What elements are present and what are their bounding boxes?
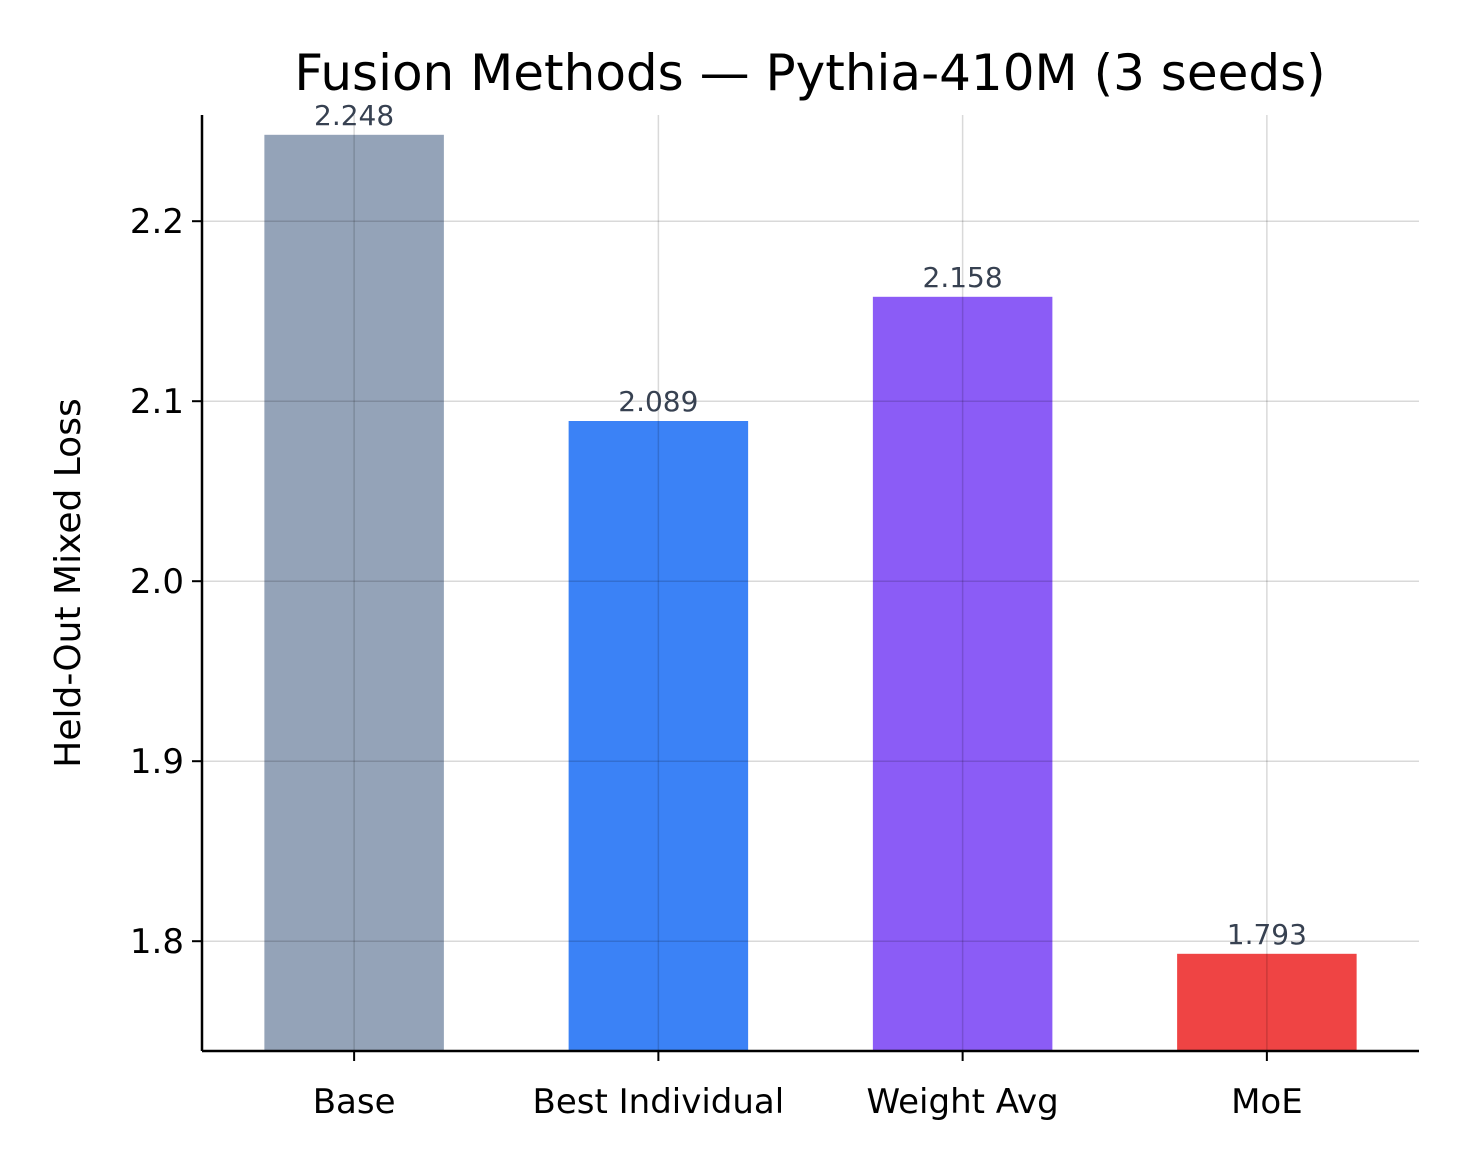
bar-best-individual [568,421,749,1051]
y-tick-label: 2.1 [130,382,184,422]
y-tick-label: 2.2 [130,202,184,242]
value-label: 2.158 [923,261,1003,294]
bar-base [264,134,444,1052]
bars [264,134,1357,1052]
x-tick-label: Best Individual [533,1082,785,1122]
value-labels: 2.248 2.089 2.158 1.793 [314,99,1307,951]
x-tick-label: Base [313,1082,396,1122]
value-label: 2.248 [314,99,394,132]
y-tick-label: 1.8 [130,922,184,962]
grid-overlay [202,115,1419,1051]
x-tick-label: MoE [1231,1082,1303,1122]
y-tick-label: 2.0 [130,562,184,602]
axes: 1.8 1.9 2.0 2.1 2.2 Base Best Individual Weight… [130,115,1419,1122]
bar-weight-avg [872,296,1053,1051]
y-axis-label: Held-Out Mixed Loss [48,398,89,767]
chart-title: Fusion Methods — Pythia-410M (3 seeds) [294,44,1325,102]
y-tick-label: 1.9 [130,742,184,782]
bar-moe [1177,953,1357,1051]
value-label: 1.793 [1227,918,1307,951]
value-label: 2.089 [618,385,698,418]
x-tick-label: Weight Avg [867,1082,1059,1122]
